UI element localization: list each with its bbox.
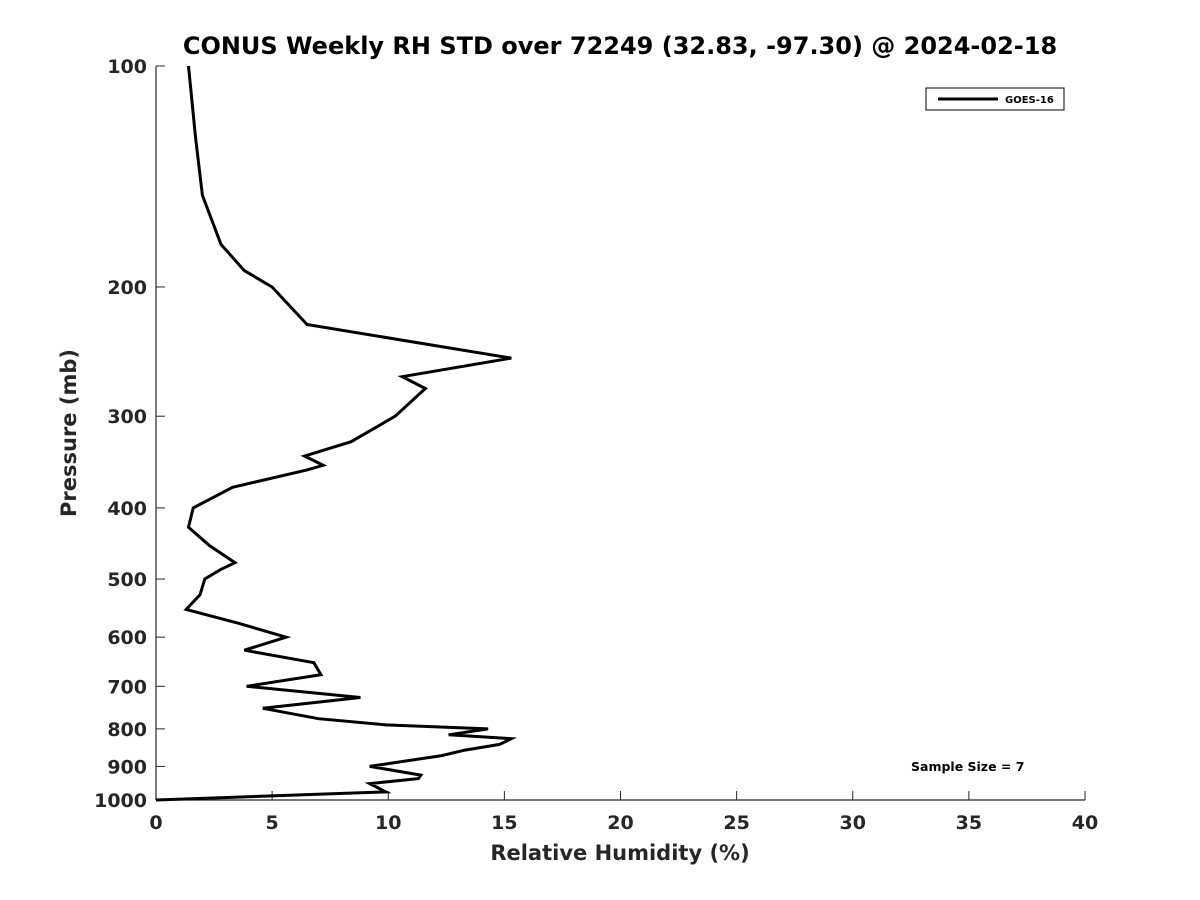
y-tick-label: 800 — [107, 719, 147, 741]
y-tick-label: 400 — [107, 498, 147, 520]
y-tick-label: 600 — [107, 627, 147, 649]
y-tick-label: 200 — [107, 277, 147, 299]
chart-title: CONUS Weekly RH STD over 72249 (32.83, -… — [183, 32, 1057, 60]
y-tick-label: 1000 — [94, 790, 147, 812]
legend-label: GOES-16 — [1005, 95, 1054, 106]
x-axis-label: Relative Humidity (%) — [490, 841, 749, 865]
y-axis-label: Pressure (mb) — [57, 349, 81, 517]
x-tick-label: 30 — [840, 812, 866, 834]
y-tick-label: 100 — [107, 56, 147, 78]
x-tick-label: 35 — [956, 812, 982, 834]
x-tick-label: 10 — [375, 812, 401, 834]
series-line-goes-16 — [155, 65, 518, 802]
x-tick-label: 25 — [723, 812, 749, 834]
x-tick-label: 40 — [1072, 812, 1098, 834]
x-tick-label: 5 — [266, 812, 279, 834]
series-layer — [155, 65, 518, 802]
x-tick-label: 0 — [149, 812, 162, 834]
ticks: 0 5 10 15 20 25 30 35 40 100 200 300 400 500 600 700 800… — [94, 56, 1098, 834]
y-tick-label: 300 — [107, 406, 147, 428]
y-tick-label: 700 — [107, 676, 147, 698]
x-tick-label: 20 — [607, 812, 633, 834]
x-tick-label: 15 — [491, 812, 517, 834]
legend: GOES-16 — [925, 87, 1065, 111]
sample-size-annotation: Sample Size = 7 — [911, 759, 1024, 774]
y-tick-label: 900 — [107, 756, 147, 778]
y-tick-label: 500 — [107, 569, 147, 591]
